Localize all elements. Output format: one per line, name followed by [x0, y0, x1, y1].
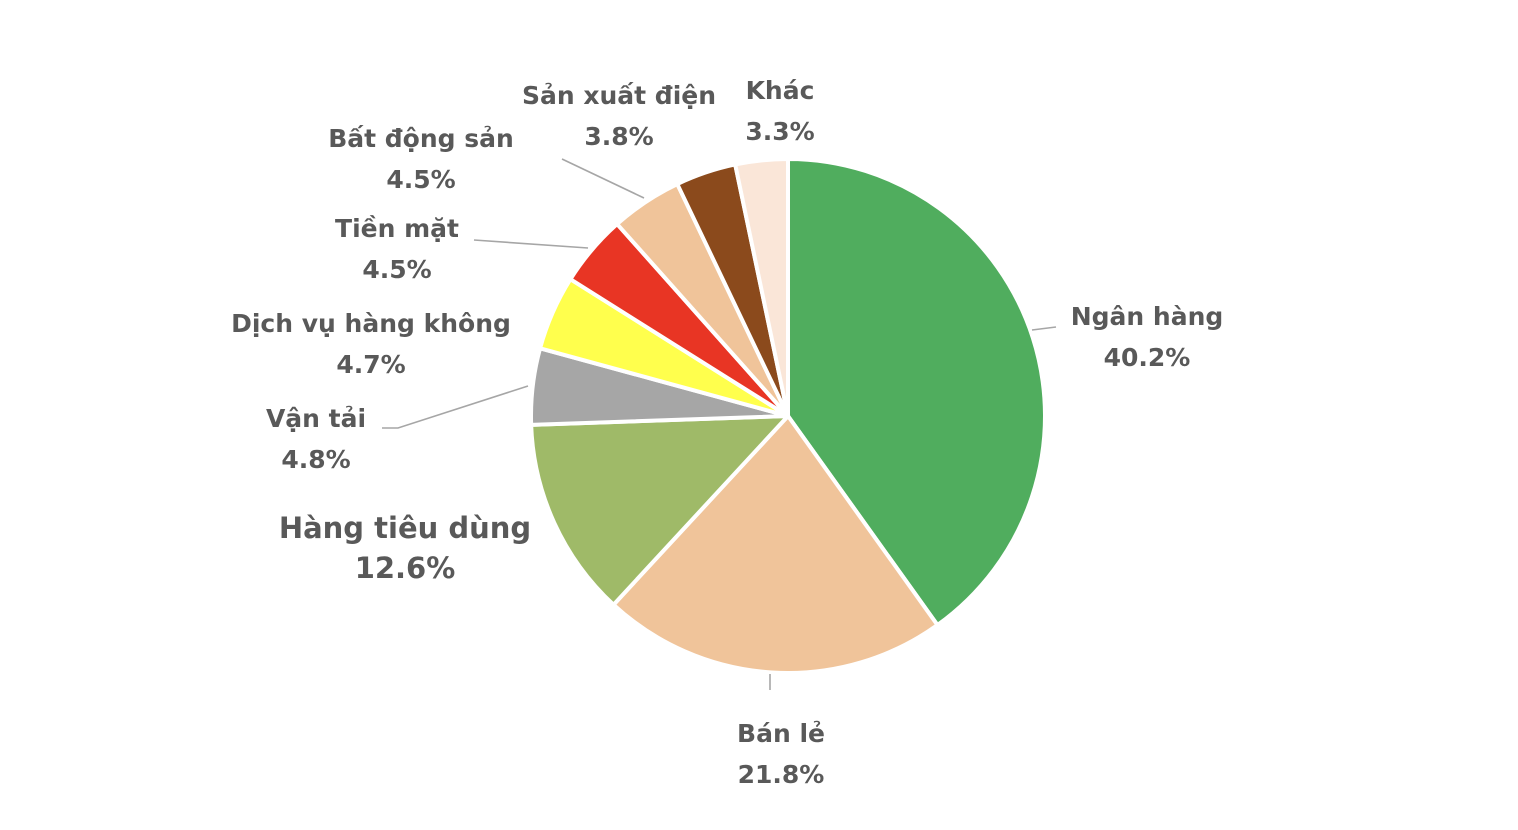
slice-label-1: Bán lẻ: [737, 719, 825, 748]
slice-value-label-8: 3.3%: [745, 117, 814, 146]
leader-line-7: [561, 158, 645, 199]
slice-value-label-5: 4.5%: [362, 255, 431, 284]
slice-value-label-3: 4.8%: [281, 445, 350, 474]
slice-label-6: Bất động sản: [328, 124, 514, 153]
slice-label-0: Ngân hàng: [1071, 302, 1224, 331]
pie-slice-8: [733, 157, 790, 418]
pie-slice-2: [529, 414, 790, 607]
pie-slice-1: [611, 414, 940, 675]
slice-value-label-6: 4.5%: [386, 165, 455, 194]
pie-slice-0: [786, 157, 1047, 628]
leader-line-5: [473, 239, 589, 249]
leader-line-0: [1031, 326, 1057, 331]
leader-line-3: [382, 385, 529, 429]
slice-value-label-1: 21.8%: [738, 760, 825, 789]
slice-value-label-2: 12.6%: [355, 551, 456, 585]
pie-slices: [529, 157, 1047, 675]
slice-value-label-7: 3.8%: [584, 122, 653, 151]
slice-labels: Ngân hàng 40.2% Bán lẻ 21.8% Hàng tiêu dùng 1…: [231, 76, 1223, 789]
slice-label-2: Hàng tiêu dùng: [279, 511, 531, 545]
slice-label-8: Khác: [746, 76, 815, 105]
slice-label-5: Tiền mặt: [335, 214, 459, 243]
slice-value-label-4: 4.7%: [336, 350, 405, 379]
slice-value-label-0: 40.2%: [1104, 343, 1191, 372]
slice-label-7: Sản xuất điện: [522, 81, 716, 110]
slice-label-3: Vận tải: [266, 404, 366, 433]
slice-label-4: Dịch vụ hàng không: [231, 309, 511, 338]
leader-lines: [382, 158, 1057, 690]
